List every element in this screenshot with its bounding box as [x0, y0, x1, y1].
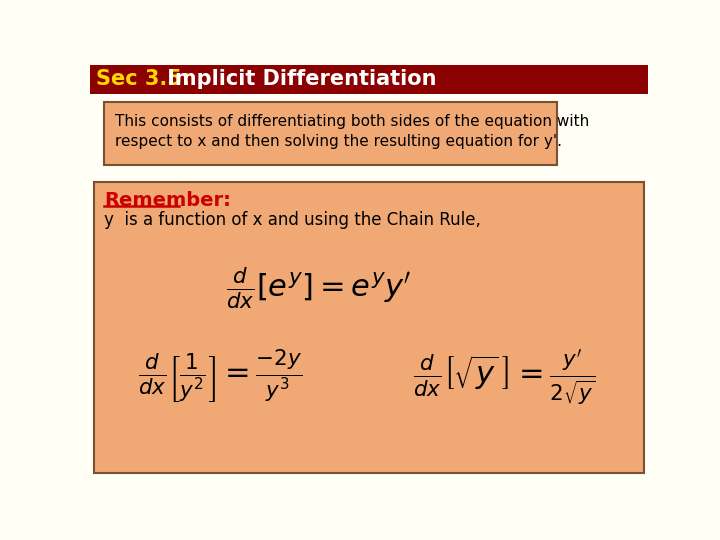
- FancyBboxPatch shape: [94, 182, 644, 473]
- Text: $\frac{d}{dx}\left[e^{y}\right]=e^{y}y'$: $\frac{d}{dx}\left[e^{y}\right]=e^{y}y'$: [226, 265, 411, 311]
- FancyBboxPatch shape: [90, 65, 648, 94]
- Text: y  is a function of x and using the Chain Rule,: y is a function of x and using the Chain…: [104, 211, 481, 230]
- FancyBboxPatch shape: [104, 102, 557, 165]
- Text: Remember:: Remember:: [104, 191, 231, 210]
- Text: $\frac{d}{dx}\left[\sqrt{y}\,\right]=\frac{y'}{2\sqrt{y}}$: $\frac{d}{dx}\left[\sqrt{y}\,\right]=\fr…: [413, 347, 596, 407]
- Text: Implicit Differentiation: Implicit Differentiation: [160, 70, 436, 90]
- Text: Sec 3.5:: Sec 3.5:: [96, 70, 191, 90]
- Text: This consists of differentiating both sides of the equation with: This consists of differentiating both si…: [114, 113, 589, 129]
- Text: respect to x and then solving the resulting equation for y'.: respect to x and then solving the result…: [114, 134, 562, 149]
- Text: $\frac{d}{dx}\left[\frac{1}{y^{2}}\right]=\frac{-2y}{y^{3}}$: $\frac{d}{dx}\left[\frac{1}{y^{2}}\right…: [138, 348, 302, 406]
